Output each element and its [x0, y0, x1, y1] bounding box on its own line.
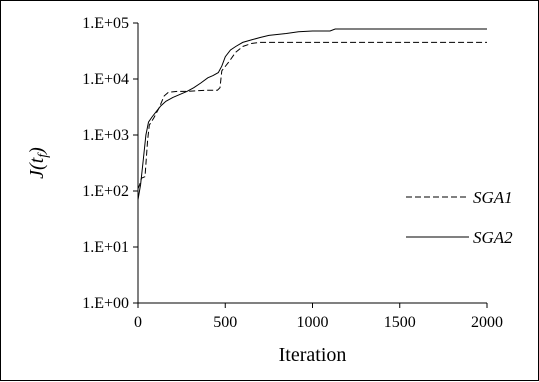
- legend-label-sga2: SGA2: [473, 228, 513, 247]
- y-axis-title-close: ): [26, 147, 48, 155]
- y-tick-label: 1.E+05: [82, 15, 129, 32]
- series-layer: [137, 28, 487, 200]
- y-axis-title: J(tf): [26, 147, 51, 179]
- legend: SGA1 SGA2: [406, 188, 513, 247]
- y-tick-label: 1.E+00: [82, 295, 129, 312]
- x-tick-label: 1000: [297, 314, 329, 331]
- y-tick-label: 1.E+04: [82, 71, 129, 88]
- x-tick-label: 1500: [384, 314, 416, 331]
- series-line-sga2: [137, 28, 487, 200]
- axes: 1.E+00 1.E+01 1.E+02 1.E+03 1.E+04 1.E+05 0 500…: [82, 15, 503, 331]
- x-tick-label: 0: [134, 314, 142, 331]
- legend-label-sga1: SGA1: [473, 188, 513, 207]
- y-tick-label: 1.E+01: [82, 239, 129, 256]
- y-tick-label: 1.E+02: [82, 183, 129, 200]
- series-line-sga1: [137, 41, 487, 189]
- x-tick-label: 2000: [471, 314, 503, 331]
- y-tick-label: 1.E+03: [82, 127, 129, 144]
- x-axis-title: Iteration: [279, 344, 347, 366]
- y-axis-title-subscript: f: [36, 152, 51, 158]
- y-axis-title-main: J(t: [26, 157, 48, 179]
- x-tick-label: 500: [213, 314, 237, 331]
